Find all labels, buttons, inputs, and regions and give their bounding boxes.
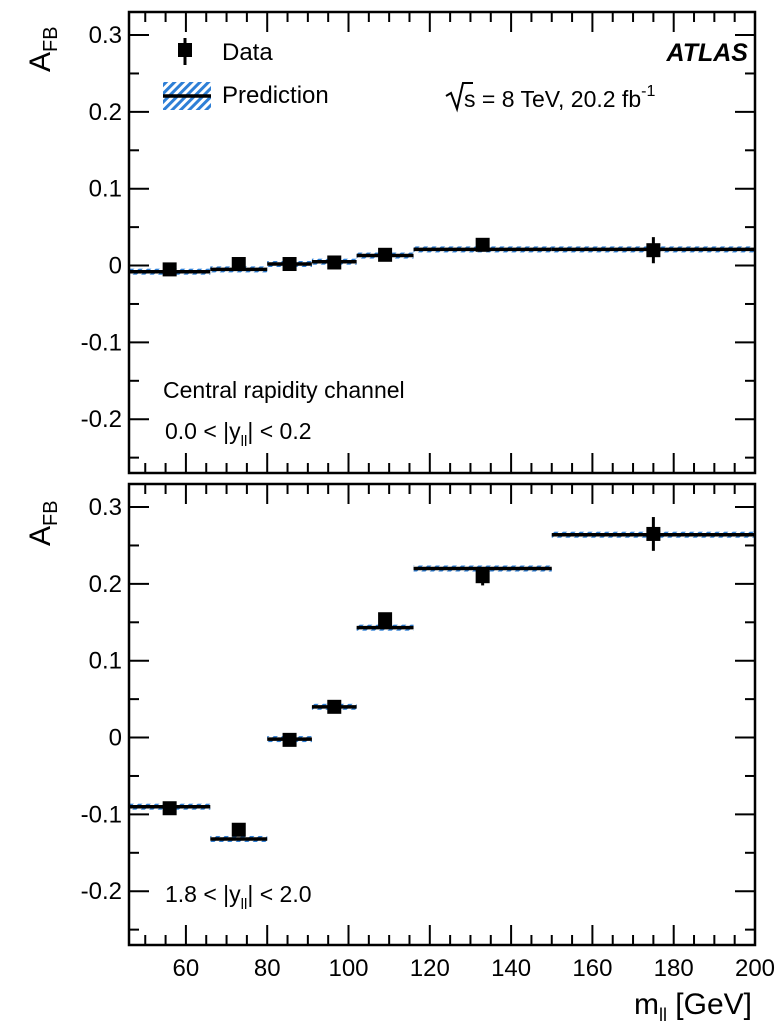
x-tick-labels: 60 80 100 120 140 160 180 200 bbox=[173, 955, 775, 982]
x-tick-label: 120 bbox=[410, 955, 450, 982]
data-point bbox=[646, 243, 661, 258]
x-tick-label: 200 bbox=[735, 955, 775, 982]
y-tick-label: -0.1 bbox=[81, 801, 122, 828]
lower-prediction-series bbox=[129, 531, 755, 842]
experiment-label: ATLAS bbox=[666, 39, 749, 67]
data-point bbox=[231, 822, 246, 837]
upper-data-series bbox=[162, 237, 661, 277]
data-point bbox=[231, 257, 246, 272]
energy-luminosity-label: s = 8 TeV, 20.2 fb-1 bbox=[445, 82, 655, 113]
lower-y-tick-labels: 0.3 0.2 0.1 0 -0.1 -0.2 bbox=[81, 494, 122, 905]
lower-axis-ticks bbox=[129, 484, 756, 945]
upper-rapidity-range-label: 0.0 < |yll| < 0.2 bbox=[165, 418, 312, 450]
data-point bbox=[475, 237, 490, 252]
data-point bbox=[162, 262, 177, 277]
svg-text:s = 8 TeV, 20.2 fb-1: s = 8 TeV, 20.2 fb-1 bbox=[464, 83, 655, 112]
y-tick-label: 0.1 bbox=[89, 648, 122, 675]
x-tick-label: 100 bbox=[328, 955, 368, 982]
y-tick-label: 0.2 bbox=[89, 99, 122, 126]
y-tick-label: 0 bbox=[109, 725, 122, 752]
upper-y-tick-labels: 0.3 0.2 0.1 0 -0.1 -0.2 bbox=[81, 22, 122, 433]
data-point bbox=[327, 255, 342, 270]
legend-data-marker bbox=[178, 43, 192, 57]
x-tick-label: 80 bbox=[254, 955, 281, 982]
lower-panel: 0.3 0.2 0.1 0 -0.1 -0.2 60 80 100 120 140 160 180 20… bbox=[24, 482, 775, 1025]
y-tick-label: -0.2 bbox=[81, 406, 122, 433]
lower-rapidity-range-label: 1.8 < |yll| < 2.0 bbox=[165, 881, 312, 913]
upper-panel: 0.3 0.2 0.1 0 -0.1 -0.2 AFB Data Prediction A… bbox=[24, 10, 757, 475]
upper-y-axis-title: AFB bbox=[24, 26, 62, 72]
lower-plot-frame bbox=[127, 482, 757, 947]
x-tick-label: 140 bbox=[491, 955, 531, 982]
sqrt-icon bbox=[445, 82, 473, 113]
legend-data-label: Data bbox=[222, 39, 273, 66]
data-point bbox=[646, 526, 661, 541]
x-tick-label: 60 bbox=[173, 955, 200, 982]
y-tick-label: 0.3 bbox=[89, 22, 122, 49]
data-point bbox=[282, 257, 297, 272]
legend-prediction-label: Prediction bbox=[222, 82, 329, 109]
y-tick-label: -0.2 bbox=[81, 878, 122, 905]
x-tick-label: 180 bbox=[654, 955, 694, 982]
x-axis-title: mll [GeV] bbox=[634, 988, 752, 1024]
y-tick-label: 0.3 bbox=[89, 494, 122, 521]
channel-label: Central rapidity channel bbox=[163, 377, 405, 403]
data-point bbox=[475, 569, 490, 584]
lower-y-axis-title: AFB bbox=[24, 500, 62, 546]
data-point bbox=[378, 247, 393, 262]
data-point bbox=[282, 732, 297, 747]
data-point bbox=[162, 801, 177, 816]
y-tick-label: 0 bbox=[109, 253, 122, 280]
y-tick-label: 0.1 bbox=[89, 176, 122, 203]
upper-plot-frame bbox=[127, 10, 757, 475]
upper-axis-ticks bbox=[129, 12, 756, 473]
lower-data-series bbox=[162, 517, 661, 837]
upper-prediction-series bbox=[129, 246, 755, 275]
x-tick-label: 160 bbox=[572, 955, 612, 982]
y-tick-label: 0.2 bbox=[89, 571, 122, 598]
data-point bbox=[378, 612, 393, 627]
data-point bbox=[327, 699, 342, 714]
y-tick-label: -0.1 bbox=[81, 329, 122, 356]
legend: Data Prediction bbox=[163, 38, 329, 110]
